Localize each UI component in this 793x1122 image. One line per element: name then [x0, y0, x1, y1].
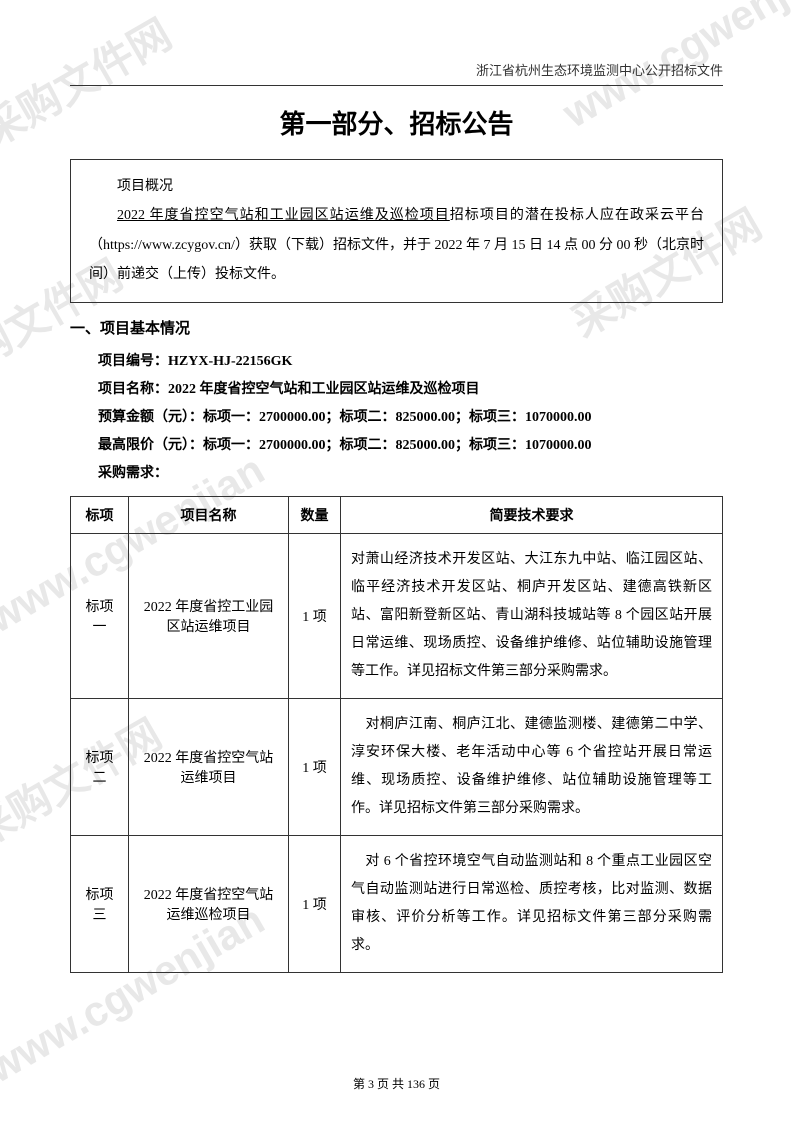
- cell-desc: 对 6 个省控环境空气自动监测站和 8 个重点工业园区空气自动监测站进行日常巡检…: [341, 835, 723, 972]
- cell-qty: 1 项: [289, 835, 341, 972]
- cell-bid: 标项一: [71, 533, 129, 698]
- main-title: 第一部分、招标公告: [70, 104, 723, 141]
- table-header-row: 标项 项目名称 数量 简要技术要求: [71, 496, 723, 533]
- summary-box: 项目概况 2022 年度省控空气站和工业园区站运维及巡检项目招标项目的潜在投标人…: [70, 159, 723, 303]
- cell-qty: 1 项: [289, 533, 341, 698]
- project-code: HZYX-HJ-22156GK: [168, 354, 292, 369]
- cell-name: 2022 年度省控工业园区站运维项目: [129, 533, 289, 698]
- th-qty: 数量: [289, 496, 341, 533]
- cell-bid: 标项三: [71, 835, 129, 972]
- max-price-value: 标项一：2700000.00；标项二：825000.00；标项三：1070000…: [203, 438, 592, 453]
- project-name-line: 项目名称：2022 年度省控空气站和工业园区站运维及巡检项目: [70, 376, 723, 404]
- purchase-req-line: 采购需求：: [70, 460, 723, 488]
- cell-name: 2022 年度省控空气站运维巡检项目: [129, 835, 289, 972]
- page-footer: 第 3 页 共 136 页: [0, 1075, 793, 1092]
- cell-desc: 对萧山经济技术开发区站、大江东九中站、临江园区站、临平经济技术开发区站、桐庐开发…: [341, 533, 723, 698]
- project-name: 2022 年度省控空气站和工业园区站运维及巡检项目: [168, 382, 480, 397]
- summary-title: 项目概况: [89, 172, 704, 201]
- requirements-table: 标项 项目名称 数量 简要技术要求 标项一 2022 年度省控工业园区站运维项目…: [70, 496, 723, 973]
- budget-line: 预算金额（元）：标项一：2700000.00；标项二：825000.00；标项三…: [70, 404, 723, 432]
- th-name: 项目名称: [129, 496, 289, 533]
- project-code-label: 项目编号：: [98, 354, 168, 369]
- table-row: 标项一 2022 年度省控工业园区站运维项目 1 项 对萧山经济技术开发区站、大…: [71, 533, 723, 698]
- th-req: 简要技术要求: [341, 496, 723, 533]
- table-row: 标项二 2022 年度省控空气站运维项目 1 项 对桐庐江南、桐庐江北、建德监测…: [71, 698, 723, 835]
- budget-value: 标项一：2700000.00；标项二：825000.00；标项三：1070000…: [203, 410, 592, 425]
- project-name-label: 项目名称：: [98, 382, 168, 397]
- project-code-line: 项目编号：HZYX-HJ-22156GK: [70, 348, 723, 376]
- cell-desc: 对桐庐江南、桐庐江北、建德监测楼、建德第二中学、淳安环保大楼、老年活动中心等 6…: [341, 698, 723, 835]
- budget-label: 预算金额（元）：: [98, 410, 203, 425]
- th-bid: 标项: [71, 496, 129, 533]
- max-price-line: 最高限价（元）：标项一：2700000.00；标项二：825000.00；标项三…: [70, 432, 723, 460]
- summary-project-underline: 2022 年度省控空气站和工业园区站运维及巡检项目: [117, 208, 450, 223]
- section-1-title: 一、项目基本情况: [70, 317, 723, 338]
- cell-bid: 标项二: [71, 698, 129, 835]
- summary-body: 2022 年度省控空气站和工业园区站运维及巡检项目招标项目的潜在投标人应在政采云…: [89, 201, 704, 289]
- page-header: 浙江省杭州生态环境监测中心公开招标文件: [70, 60, 723, 86]
- table-row: 标项三 2022 年度省控空气站运维巡检项目 1 项 对 6 个省控环境空气自动…: [71, 835, 723, 972]
- cell-qty: 1 项: [289, 698, 341, 835]
- cell-name: 2022 年度省控空气站运维项目: [129, 698, 289, 835]
- max-price-label: 最高限价（元）：: [98, 438, 203, 453]
